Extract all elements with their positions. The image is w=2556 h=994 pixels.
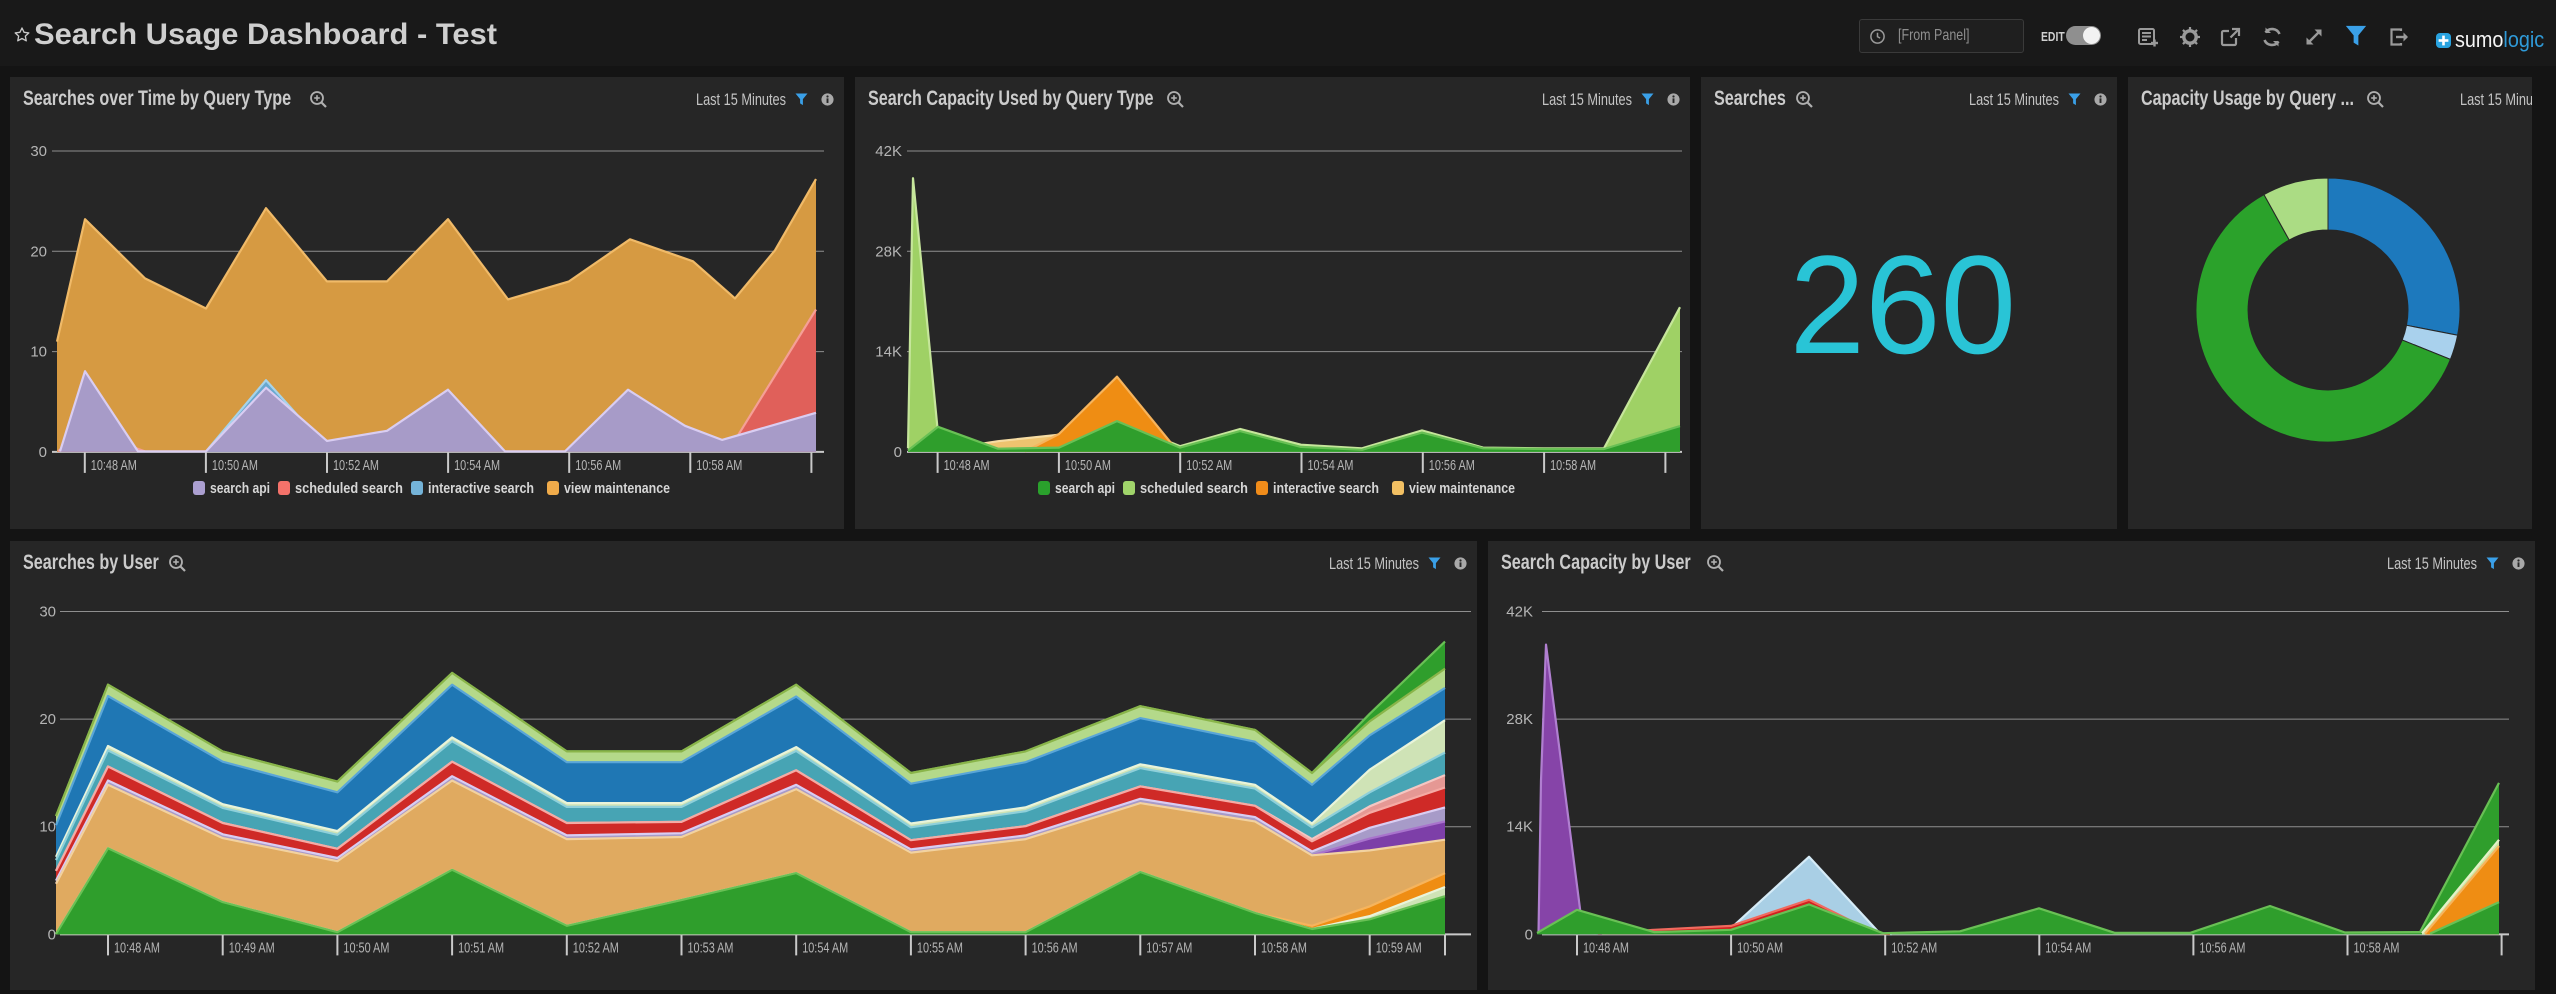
svg-text:10:49 AM: 10:49 AM — [229, 940, 275, 956]
svg-text:10:52 AM: 10:52 AM — [333, 458, 379, 474]
svg-text:30: 30 — [39, 604, 56, 621]
svg-text:10:54 AM: 10:54 AM — [1308, 458, 1354, 474]
svg-text:interactive search: interactive search — [1273, 480, 1379, 497]
svg-text:0: 0 — [1525, 926, 1533, 943]
svg-text:42K: 42K — [1506, 604, 1533, 621]
svg-text:28K: 28K — [875, 243, 902, 260]
svg-text:interactive search: interactive search — [428, 480, 534, 497]
svg-text:10:58 AM: 10:58 AM — [1550, 458, 1596, 474]
svg-text:scheduled search: scheduled search — [1140, 480, 1248, 497]
svg-text:10:58 AM: 10:58 AM — [696, 458, 742, 474]
svg-text:28K: 28K — [1506, 711, 1533, 728]
svg-text:14K: 14K — [1506, 819, 1533, 836]
svg-text:20: 20 — [30, 243, 47, 260]
svg-text:10:58 AM: 10:58 AM — [2354, 940, 2400, 956]
svg-text:20: 20 — [39, 711, 56, 728]
svg-text:0: 0 — [39, 444, 47, 461]
svg-text:10:52 AM: 10:52 AM — [573, 940, 619, 956]
svg-text:10:56 AM: 10:56 AM — [575, 458, 621, 474]
svg-text:10:51 AM: 10:51 AM — [458, 940, 504, 956]
svg-text:10:54 AM: 10:54 AM — [2045, 940, 2091, 956]
svg-text:10:48 AM: 10:48 AM — [944, 458, 990, 474]
svg-text:42K: 42K — [875, 143, 902, 160]
svg-text:10:54 AM: 10:54 AM — [802, 940, 848, 956]
svg-text:10:48 AM: 10:48 AM — [114, 940, 160, 956]
svg-text:view maintenance: view maintenance — [1409, 480, 1515, 497]
svg-text:10:56 AM: 10:56 AM — [1032, 940, 1078, 956]
svg-text:search api: search api — [210, 480, 270, 497]
svg-text:scheduled search: scheduled search — [295, 480, 403, 497]
svg-text:0: 0 — [894, 444, 902, 461]
svg-text:10:52 AM: 10:52 AM — [1186, 458, 1232, 474]
svg-text:10:52 AM: 10:52 AM — [1891, 940, 1937, 956]
svg-text:10:54 AM: 10:54 AM — [454, 458, 500, 474]
svg-text:view maintenance: view maintenance — [564, 480, 670, 497]
svg-text:search api: search api — [1055, 480, 1115, 497]
svg-text:0: 0 — [48, 926, 56, 943]
svg-text:10:57 AM: 10:57 AM — [1146, 940, 1192, 956]
svg-text:30: 30 — [30, 143, 47, 160]
svg-text:10:50 AM: 10:50 AM — [343, 940, 389, 956]
svg-text:10: 10 — [30, 344, 47, 361]
svg-text:10:56 AM: 10:56 AM — [2199, 940, 2245, 956]
svg-text:10:53 AM: 10:53 AM — [688, 940, 734, 956]
svg-text:10:48 AM: 10:48 AM — [1583, 940, 1629, 956]
svg-text:14K: 14K — [875, 344, 902, 361]
svg-text:10:59 AM: 10:59 AM — [1376, 940, 1422, 956]
svg-text:10:50 AM: 10:50 AM — [1065, 458, 1111, 474]
svg-text:10:50 AM: 10:50 AM — [212, 458, 258, 474]
svg-text:10:50 AM: 10:50 AM — [1737, 940, 1783, 956]
svg-text:10:56 AM: 10:56 AM — [1429, 458, 1475, 474]
svg-text:10:58 AM: 10:58 AM — [1261, 940, 1307, 956]
svg-text:10:48 AM: 10:48 AM — [91, 458, 137, 474]
svg-text:10: 10 — [39, 819, 56, 836]
svg-text:10:55 AM: 10:55 AM — [917, 940, 963, 956]
